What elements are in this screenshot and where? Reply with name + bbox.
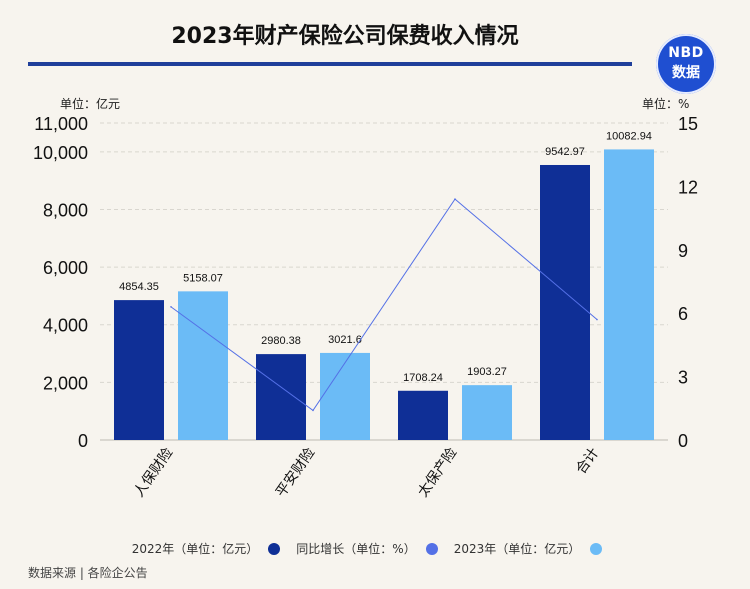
left-axis-tick-label: 8,000 (43, 200, 88, 220)
data-label-2023: 5158.07 (183, 272, 223, 284)
left-axis-tick-label: 11,000 (34, 114, 88, 134)
category-label: 平安财险 (273, 445, 318, 500)
data-label-2022: 9542.97 (545, 146, 585, 158)
category-label: 太保产险 (415, 445, 460, 500)
growth-point (596, 318, 598, 321)
bar-2023 (320, 352, 370, 440)
bar-2022 (114, 300, 164, 440)
legend-label-2023: 2023年（单位：亿元） (453, 542, 581, 556)
legend-item-growth: 同比增长（单位：%） (296, 540, 453, 557)
logo-text-nbd: NBD (668, 45, 704, 61)
growth-point (170, 306, 172, 308)
category-label: 人保财险 (131, 445, 176, 500)
legend-item-2022: 2022年（单位：亿元） (132, 540, 297, 557)
bar-2022 (256, 354, 306, 440)
left-axis-unit: 单位：亿元 (60, 97, 121, 111)
right-axis-unit: 单位：% (642, 97, 690, 111)
growth-point (454, 198, 456, 200)
chart-title: 2023年财产保险公司保费收入情况 (171, 24, 519, 49)
legend-dot-2023 (590, 542, 603, 555)
growth-point (312, 409, 314, 412)
bar-2022 (540, 164, 590, 440)
legend-dot-growth (425, 542, 438, 555)
left-axis-tick-label: 0 (78, 431, 88, 451)
category-label: 合计 (573, 445, 602, 477)
legend-label-growth: 同比增长（单位：%） (296, 542, 416, 556)
left-axis-tick-label: 10,000 (33, 143, 88, 163)
bar-2023 (178, 291, 228, 440)
data-label-2022: 1708.24 (403, 372, 443, 384)
title-underline (28, 62, 632, 66)
growth-line (170, 198, 598, 412)
nbd-logo: NBD 数据 (656, 34, 716, 94)
bar-2023 (604, 149, 654, 440)
data-label-2022: 4854.35 (119, 281, 159, 293)
logo-text-data: 数据 (672, 65, 700, 81)
right-axis-tick-label: 6 (678, 304, 688, 324)
legend-dot-2022 (268, 542, 281, 555)
data-label-2022: 2980.38 (261, 335, 301, 347)
left-axis-tick-label: 6,000 (43, 258, 88, 278)
data-label-2023: 3021.6 (328, 334, 362, 346)
legend-label-2022: 2022年（单位：亿元） (131, 542, 259, 556)
left-axis-tick-label: 4,000 (43, 316, 88, 336)
left-axis-tick-label: 2,000 (43, 373, 88, 393)
legend: 2022年（单位：亿元） 同比增长（单位：%） 2023年（单位：亿元） (0, 540, 750, 557)
right-axis-tick-label: 15 (678, 114, 698, 134)
data-label-2023: 1903.27 (467, 366, 507, 378)
data-label-2023: 10082.94 (606, 130, 652, 142)
right-axis-tick-label: 0 (678, 431, 688, 451)
right-axis-tick-label: 12 (678, 177, 698, 197)
bar-2023 (462, 385, 512, 440)
right-axis-tick-label: 9 (678, 241, 688, 261)
legend-item-2023: 2023年（单位：亿元） (454, 540, 619, 557)
bar-2022 (398, 390, 448, 440)
data-source: 数据来源 | 各险企公告 (28, 566, 148, 580)
right-axis-tick-label: 3 (678, 368, 688, 388)
